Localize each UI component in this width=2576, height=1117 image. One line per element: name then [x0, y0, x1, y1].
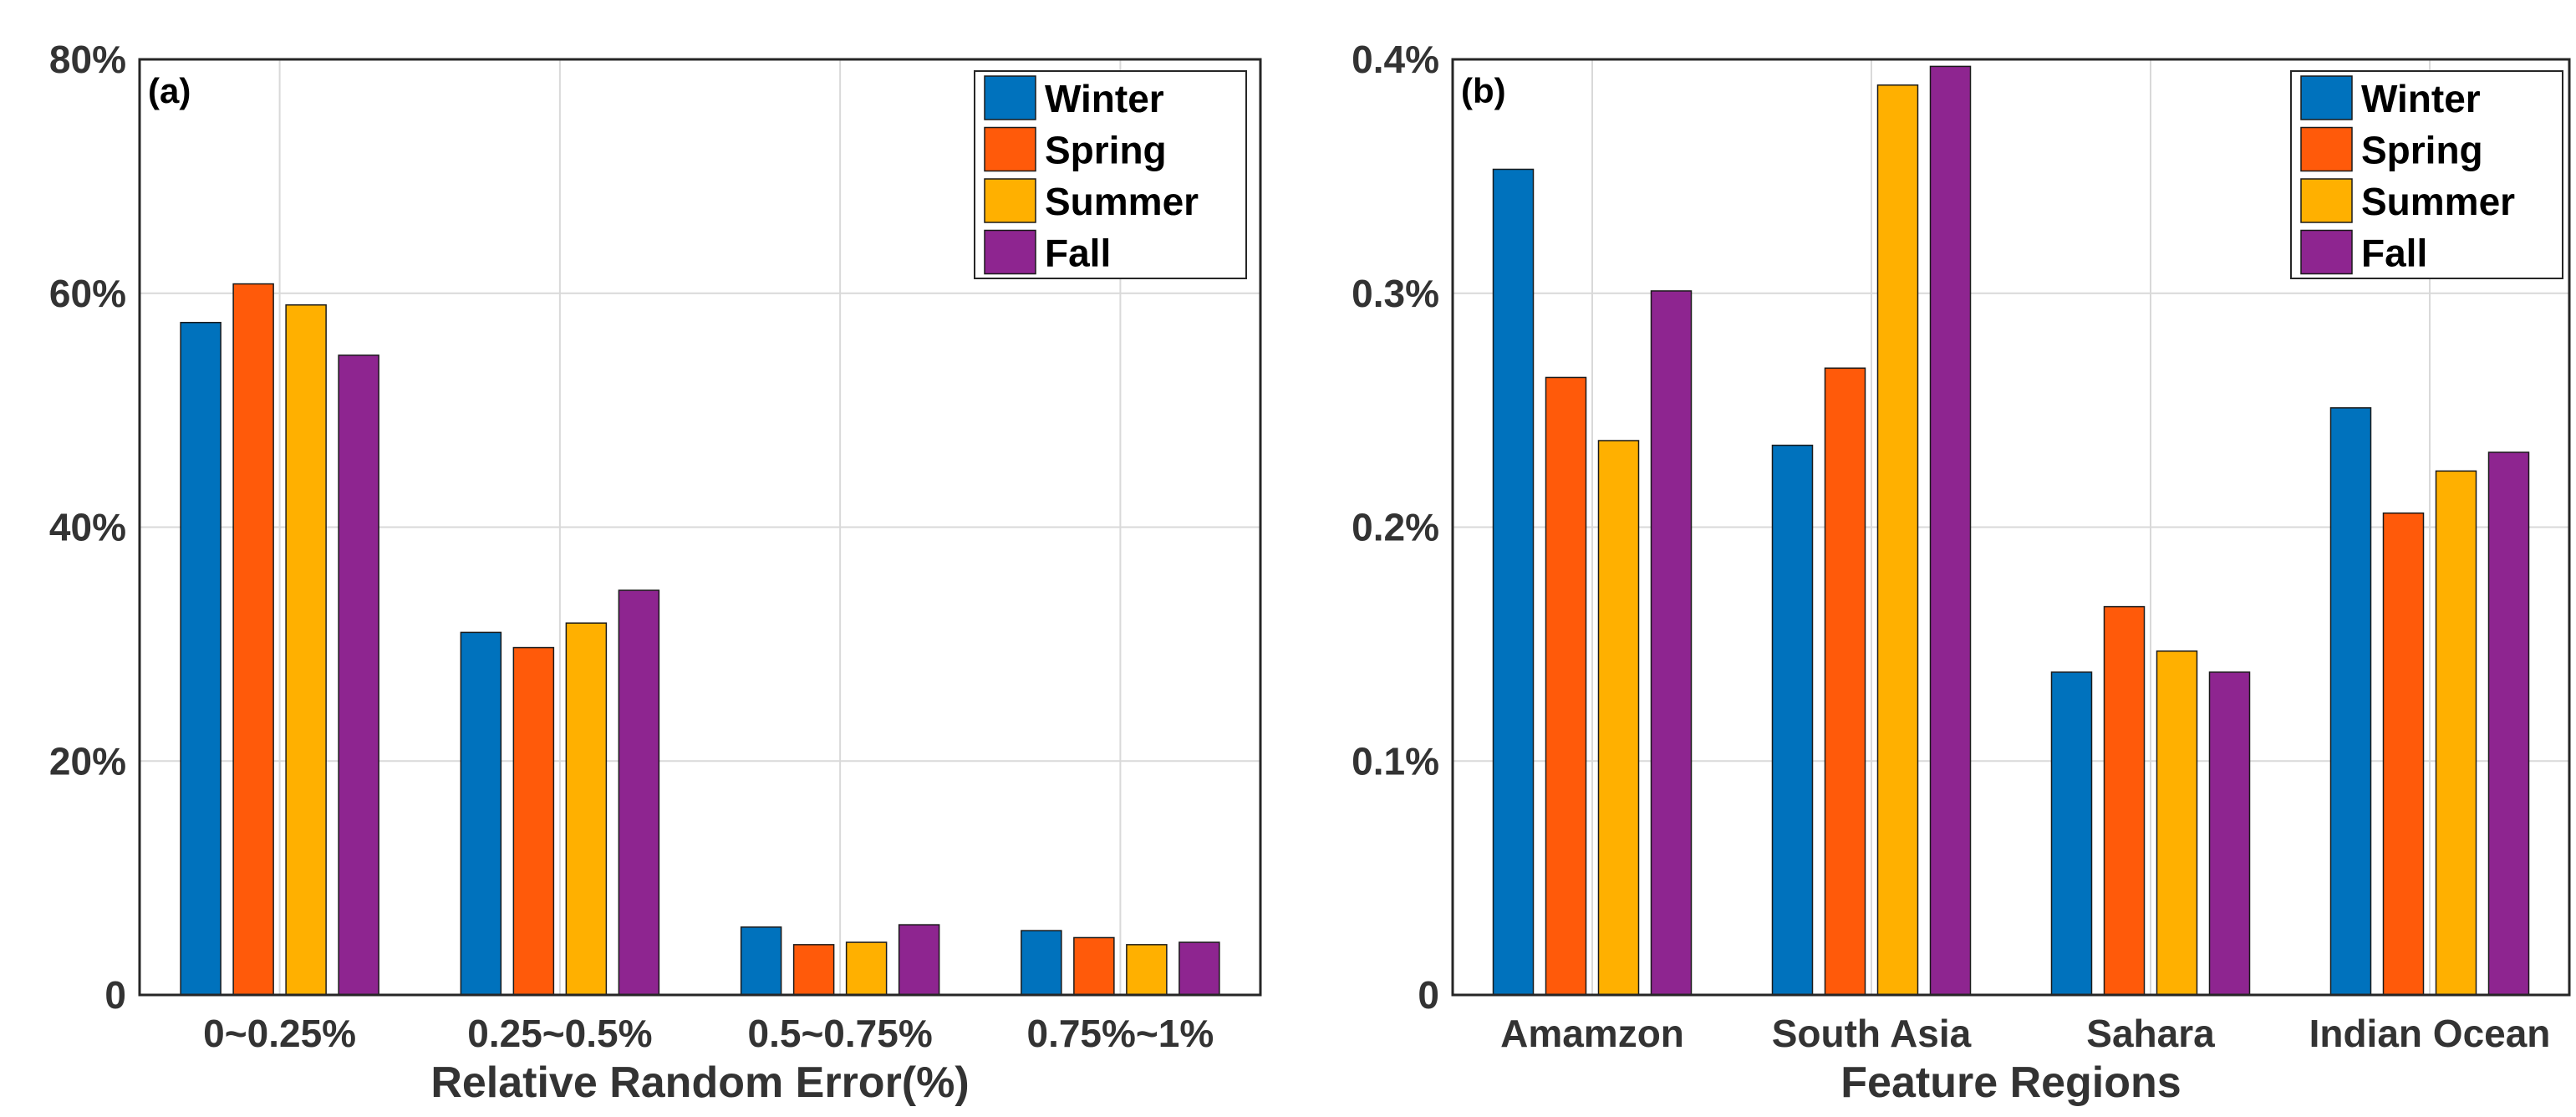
x-tick-label: 0.75%~1% [1026, 1012, 1214, 1055]
legend-label-fall: Fall [1045, 232, 1111, 275]
y-tick-label: 0 [104, 973, 126, 1017]
bar-spring-0-5-0-75 [792, 944, 835, 996]
legend-label-fall: Fall [2361, 232, 2427, 275]
x-tick-label: 0.5~0.75% [748, 1012, 933, 1055]
bar-fall-0-5-0-75 [898, 924, 940, 996]
legend-label-winter: Winter [1045, 77, 1164, 120]
bar-winter-sahara [2050, 671, 2093, 996]
legend: Winter Spring Summer Fall [974, 70, 1247, 279]
y-tick-label: 40% [49, 506, 126, 549]
bar-summer-0-0-25 [285, 303, 327, 996]
x-tick-label: South Asia [1772, 1012, 1972, 1055]
legend-swatch-summer [2300, 178, 2353, 223]
x-tick-label: Amamzon [1500, 1012, 1684, 1055]
chart-panel-a: 0 20% 40% 60% 80% 0~0.25% 0.25~0.5% 0.5~0.75% 0.… [49, 38, 1262, 1107]
y-tick-label: 60% [49, 272, 126, 315]
y-tick-label: 0.2% [1352, 506, 1439, 549]
x-axis-title: Feature Regions [1840, 1058, 2181, 1107]
y-tick-label: 0 [1418, 973, 1439, 1017]
bar-winter-0-5-0-75 [740, 926, 782, 996]
bar-fall-0-75-1 [1179, 941, 1220, 996]
bar-spring-0-75-1 [1073, 936, 1115, 996]
legend-label-spring: Spring [2361, 129, 2483, 172]
bar-winter-0-75-1 [1021, 930, 1062, 996]
y-tick-label: 20% [49, 739, 126, 783]
axes-frame [138, 58, 1262, 997]
bar-spring-0-0-25 [232, 283, 274, 996]
legend-label-summer: Summer [1045, 180, 1199, 223]
legend-label-winter: Winter [2361, 77, 2481, 120]
bar-summer-amamzon [1597, 440, 1640, 996]
bar-winter-south-asia [1771, 444, 1814, 996]
bar-summer-0-75-1 [1126, 944, 1168, 996]
bar-summer-south-asia [1876, 84, 1919, 996]
bar-summer-0-5-0-75 [845, 941, 888, 996]
bar-spring-amamzon [1545, 376, 1587, 996]
bar-winter-amamzon [1492, 168, 1535, 996]
bar-fall-amamzon [1650, 290, 1693, 996]
y-tick-label: 80% [49, 38, 126, 81]
bar-winter-0-25-0-5 [460, 631, 502, 996]
legend-swatch-winter [2300, 75, 2353, 120]
bar-spring-indian-ocean [2382, 512, 2425, 996]
x-tick-label: 0~0.25% [203, 1012, 356, 1055]
legend-swatch-fall [984, 229, 1036, 275]
legend-swatch-summer [984, 178, 1036, 223]
axes-frame [1451, 58, 2571, 997]
panel-tag: (a) [148, 71, 191, 110]
legend-swatch-spring [984, 126, 1036, 172]
panel-tag: (b) [1461, 71, 1506, 110]
legend-swatch-fall [2300, 229, 2353, 275]
chart-panel-b: 0 0.1% 0.2% 0.3% 0.4% Amamzon South Asia Sahara… [1352, 38, 2571, 1107]
legend: Winter Spring Summer Fall [2290, 70, 2563, 279]
legend-swatch-winter [984, 75, 1036, 120]
bar-fall-0-25-0-5 [618, 589, 660, 996]
y-tick-label: 0.1% [1352, 739, 1439, 783]
legend-swatch-spring [2300, 126, 2353, 172]
bar-summer-sahara [2156, 650, 2198, 996]
bar-winter-0-0-25 [180, 321, 221, 996]
legend-label-summer: Summer [2361, 180, 2515, 223]
bar-summer-indian-ocean [2435, 470, 2477, 996]
bar-spring-sahara [2103, 605, 2146, 996]
bar-fall-sahara [2208, 671, 2251, 996]
bar-fall-0-0-25 [338, 354, 379, 996]
legend-label-spring: Spring [1045, 129, 1167, 172]
x-tick-label: 0.25~0.5% [467, 1012, 652, 1055]
bar-spring-south-asia [1824, 367, 1866, 996]
bar-fall-south-asia [1929, 65, 1972, 996]
x-tick-label: Indian Ocean [2309, 1012, 2551, 1055]
bar-fall-indian-ocean [2487, 451, 2530, 996]
bar-winter-indian-ocean [2329, 407, 2372, 996]
x-axis-title: Relative Random Error(%) [430, 1058, 969, 1107]
y-tick-label: 0.3% [1352, 272, 1439, 315]
bar-summer-0-25-0-5 [565, 622, 608, 996]
x-tick-label: Sahara [2086, 1012, 2215, 1055]
bar-spring-0-25-0-5 [512, 646, 555, 996]
y-tick-label: 0.4% [1352, 38, 1439, 81]
